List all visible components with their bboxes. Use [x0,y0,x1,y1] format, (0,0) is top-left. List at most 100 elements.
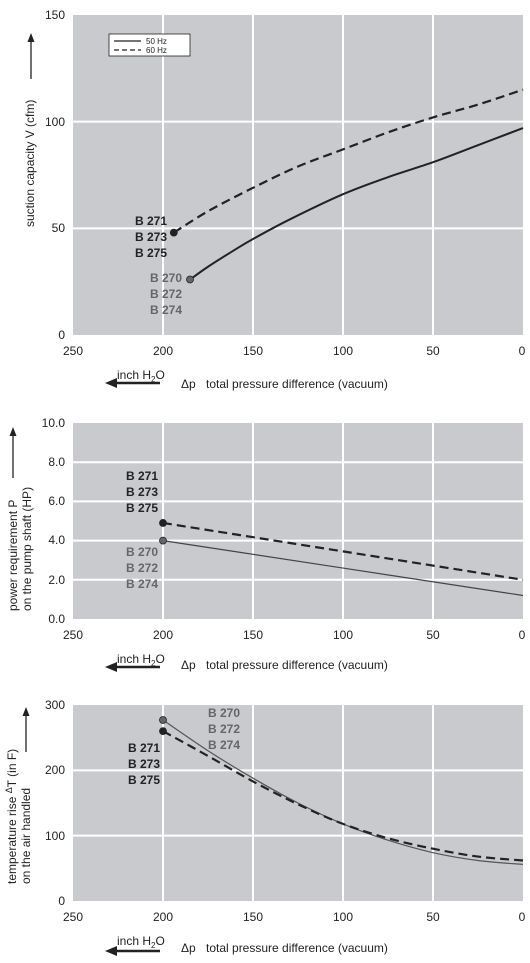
series-1 [169,88,524,284]
model-label: B 275 [126,501,158,515]
x-ticks-1: 250 200 150 100 50 0 [63,344,526,358]
model-group-upper: B 270 B 272 B 274 [208,706,240,752]
series-line-50hz [162,540,524,597]
series-line-60hz [162,730,524,862]
legend-label: 60 Hz [146,46,167,55]
series-line-60hz [173,88,524,234]
model-label: B 274 [150,303,182,317]
model-label: B 274 [208,738,240,752]
model-label: B 272 [126,561,158,575]
series-end-marker [186,275,194,284]
y-axis-label-line2: on the air handled [19,788,33,884]
y-tick-label: 150 [45,8,65,22]
x-tick-label: 250 [63,910,83,924]
x-tick-label: 50 [426,344,440,358]
model-label: B 270 [126,545,158,559]
y-tick-label: 100 [45,829,65,843]
y-tick-label: 200 [45,763,65,777]
y-tick-label: 0.0 [48,612,65,626]
grid-1 [73,15,523,335]
x-axis-arrow-icon [105,946,160,956]
model-group-upper: B 271 B 273 B 275 [135,214,167,260]
y-tick-label: 300 [45,698,65,712]
y-tick-label: 2.0 [48,573,65,587]
x-ticks-3: 250 200 150 100 50 0 [63,910,526,924]
x-tick-label: 100 [333,344,353,358]
chart-temperature-rise: 0 100 200 300 250 200 150 100 50 0 tempe… [4,698,526,956]
x-tick-label: 150 [243,910,263,924]
series-end-marker [159,519,167,527]
y-tick-label: 50 [52,221,66,235]
x-tick-label: 250 [63,628,83,642]
y-tick-label: 0 [58,328,65,342]
model-label: B 273 [135,230,167,244]
x-unit-label: inch H2O [117,934,165,950]
y-ticks-3: 0 100 200 300 [45,698,65,908]
x-ticks-2: 250 200 150 100 50 0 [63,628,526,642]
x-tick-label: 0 [519,628,526,642]
y-tick-label: 6.0 [48,494,65,508]
delta-p-symbol: Δp [181,658,196,672]
series-end-marker [159,727,167,736]
x-axis-label: total pressure difference (vacuum) [206,941,388,955]
y-ticks-2: 0.0 2.0 4.0 6.0 8.0 10.0 [42,416,66,626]
model-label: B 274 [126,577,158,591]
series-end-marker [159,536,167,545]
series-line-60hz [162,521,524,581]
model-group-lower: B 270 B 272 B 274 [150,271,182,317]
grid-2 [73,423,523,619]
model-label: B 275 [128,773,160,787]
y-axis-arrow-icon [9,427,17,478]
x-axis-arrow-icon [105,662,160,672]
series-3 [159,716,524,866]
y-ticks-1: 0 50 100 150 [45,8,65,342]
x-axis-arrow-icon [105,378,160,388]
x-axis-label: total pressure difference (vacuum) [206,377,388,391]
model-label: B 272 [208,722,240,736]
model-label: B 271 [128,741,160,755]
chart-power-requirement: 0.0 2.0 4.0 6.0 8.0 10.0 250 200 150 100… [6,416,526,672]
x-axis-label: total pressure difference (vacuum) [206,658,388,672]
x-unit-label: inch H2O [117,368,165,384]
legend: 50 Hz 60 Hz [108,33,191,57]
model-label: B 273 [126,485,158,499]
model-group-lower: B 271 B 273 B 275 [128,741,160,787]
y-axis-label: suction capacity V (cfm) [23,100,37,227]
delta-p-symbol: Δp [181,377,196,391]
chart-suction-capacity: 0 50 100 150 250 200 150 100 50 0 50 Hz … [23,8,526,391]
grid-3 [73,705,523,901]
x-tick-label: 200 [153,910,173,924]
x-tick-label: 50 [426,628,440,642]
y-axis-label-line1: power requirement P [6,500,20,611]
model-group-upper: B 271 B 273 B 275 [126,469,158,515]
x-tick-label: 50 [426,910,440,924]
y-axis-label-line1: temperature rise ΔT (in F) [4,749,19,884]
series-line-50hz [189,127,524,281]
model-label: B 271 [135,214,167,228]
y-tick-label: 10.0 [42,416,66,430]
delta-p-symbol: Δp [181,941,196,955]
x-tick-label: 100 [333,910,353,924]
model-label: B 271 [126,469,158,483]
legend-box [108,33,191,57]
y-axis-arrow-icon [27,33,35,79]
x-tick-label: 150 [243,628,263,642]
y-tick-label: 8.0 [48,455,65,469]
plot-area-2 [73,423,523,619]
series-end-marker [159,716,167,724]
y-tick-label: 0 [58,894,65,908]
model-label: B 270 [208,706,240,720]
y-axis-label-line2: on the pump shaft (HP) [20,487,34,611]
model-label: B 272 [150,287,182,301]
x-unit-label: inch H2O [117,652,165,668]
model-label: B 273 [128,757,160,771]
y-tick-label: 4.0 [48,533,65,547]
y-tick-label: 100 [45,115,65,129]
series-2 [159,519,524,597]
x-tick-label: 100 [333,628,353,642]
model-label: B 270 [150,271,182,285]
x-tick-label: 200 [153,628,173,642]
series-end-marker [169,228,178,237]
y-axis-arrow-icon [22,707,30,752]
